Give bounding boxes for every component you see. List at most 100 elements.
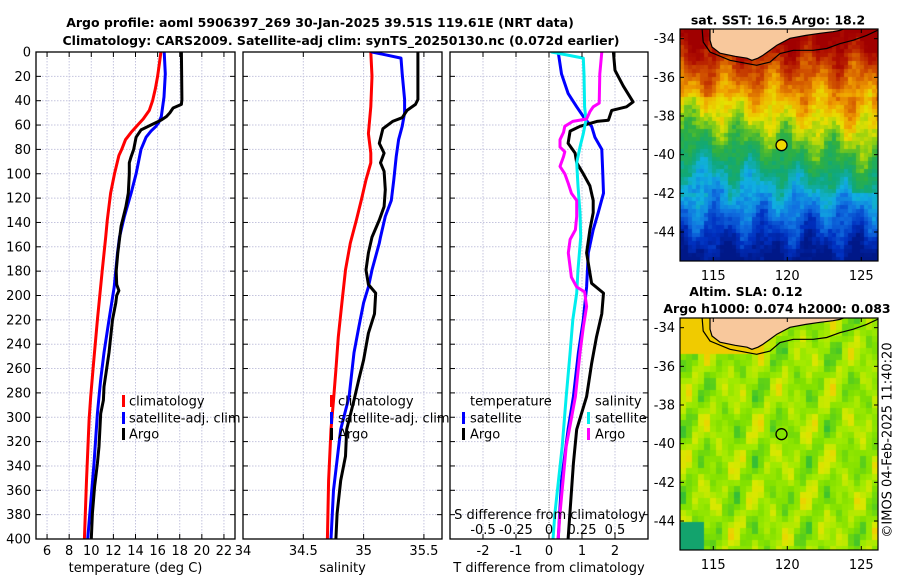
x-tick-label: 14	[127, 544, 144, 559]
map-lat-tick-label: -38	[654, 110, 675, 125]
legend-marker	[122, 395, 125, 407]
legend-label: climatology	[129, 395, 205, 410]
legend-label: satellite-adj. clim	[338, 412, 450, 427]
map-frame	[679, 317, 879, 551]
sla-map-title-line-2: Argo h1000: 0.074 h2000: 0.083	[663, 301, 890, 316]
x-tick-label: 35.5	[409, 544, 438, 559]
y-tick-label: 280	[6, 386, 31, 401]
x-tick-label: 0	[545, 544, 553, 559]
series-line-climatology	[82, 52, 163, 539]
sla-map-title-line-1: Altim. SLA: 0.12	[689, 284, 802, 299]
s-axis-tick-label: 0.5	[605, 523, 626, 538]
y-tick-label: 20	[14, 70, 31, 85]
y-tick-label: 80	[14, 143, 31, 158]
x-tick-label: 34	[235, 544, 252, 559]
x-tick-label: 10	[83, 544, 100, 559]
y-tick-label: 360	[6, 484, 31, 499]
sst-map: 115 120 125 -34 -36 -38 -40 -42 -44 sat. SST: 16.…	[654, 13, 879, 284]
legend-label-temperature-satellite: satellite	[470, 412, 522, 427]
map-lat-tick-label: -40	[654, 148, 675, 163]
legend-marker	[122, 428, 125, 440]
x-axis-label: temperature (deg C)	[69, 561, 203, 576]
y-tick-label: 40	[14, 94, 31, 109]
map-lat-tick-label: -38	[654, 399, 675, 414]
map-lon-tick-label: 120	[775, 558, 800, 573]
x-tick-label: -2	[477, 544, 490, 559]
y-tick-label: 260	[6, 362, 31, 377]
map-lat-tick-label: -42	[654, 187, 675, 202]
legend-difference: temperaturesatelliteArgosalinitysatellit…	[462, 395, 647, 443]
map-lon-tick-label: 115	[701, 558, 726, 573]
x-tick-label: 1	[578, 544, 586, 559]
series-line-temperature-argo	[566, 52, 635, 539]
x-tick-label: 8	[65, 544, 73, 559]
legend-label: Argo	[338, 428, 368, 443]
legend-item-satellite-adj-clim: satellite-adj. clim	[129, 412, 241, 427]
series-line-climatology	[325, 52, 374, 539]
x-tick-label: 35	[355, 544, 372, 559]
y-tick-label: 300	[6, 411, 31, 426]
legend-item-climatology: climatology	[129, 395, 205, 410]
legend-item-satellite-adj-clim: satellite-adj. clim	[338, 412, 450, 427]
map-content	[701, 29, 878, 152]
series-line-salinity-satellite	[550, 52, 588, 539]
isobath-contour	[701, 29, 878, 66]
sla-map: 115 120 125 -34 -36 -38 -40 -42 -44 Altim. SLA: 0…	[654, 284, 891, 573]
sst-map-title: sat. SST: 16.5 Argo: 18.2	[691, 13, 865, 28]
map-lon-tick-label: 115	[701, 269, 726, 284]
x-axis-label: T difference from climatology	[452, 561, 645, 576]
legend-marker	[587, 412, 590, 424]
x-tick-label: 18	[171, 544, 188, 559]
legend-marker	[122, 412, 125, 424]
legend-label: climatology	[338, 395, 414, 410]
legend-label-temperature-argo: Argo	[470, 428, 500, 443]
x-tick-label: -1	[510, 544, 523, 559]
argo-position-marker	[775, 428, 788, 441]
map-lat-tick-label: -34	[654, 321, 675, 336]
y-tick-label: 60	[14, 119, 31, 134]
y-tick-label: 160	[6, 240, 31, 255]
isobath-contour	[701, 318, 878, 355]
series-group	[550, 52, 635, 539]
legend-marker	[330, 395, 333, 407]
y-tick-label: 340	[6, 459, 31, 474]
s-axis-label: S difference from climatology	[454, 508, 646, 523]
map-content	[701, 318, 878, 441]
legend-header-salinity: salinity	[595, 395, 642, 410]
x-tick-label: 16	[149, 544, 166, 559]
map-lon-tick-label: 125	[849, 269, 874, 284]
y-tick-label: 380	[6, 508, 31, 523]
s-axis-tick-label: 0.25	[568, 523, 597, 538]
legend-label: Argo	[129, 428, 159, 443]
map-lon-tick-label: 120	[775, 269, 800, 284]
map-lat-tick-label: -42	[654, 476, 675, 491]
series-group	[82, 52, 184, 539]
profile-panel-salinity: 34 34.5 35 35.5 salinity climatology satellite…	[235, 51, 450, 576]
legend-label-salinity-argo: Argo	[595, 428, 625, 443]
legend-marker	[330, 412, 333, 424]
map-lat-tick-label: -40	[654, 437, 675, 452]
legend-label: satellite-adj. clim	[129, 412, 241, 427]
x-tick-label: 6	[43, 544, 51, 559]
x-tick-label: 20	[194, 544, 211, 559]
figure-title-line-1: Argo profile: aoml 5906397_269 30-Jan-20…	[66, 15, 574, 30]
x-tick-label: 34.5	[289, 544, 318, 559]
profile-panel-temperature: 6 8 10 12 14 16 18 20 22020406080100120140160180…	[6, 46, 240, 577]
series-line-temperature-satellite	[556, 52, 605, 539]
legend-marker	[462, 428, 465, 440]
x-tick-label: 22	[216, 544, 233, 559]
map-lat-tick-label: -44	[654, 226, 675, 241]
land-mass	[709, 318, 846, 350]
y-tick-label: 180	[6, 265, 31, 280]
y-tick-label: 400	[6, 533, 31, 548]
series-line-salinity-argo	[556, 52, 604, 539]
legend-marker	[462, 412, 465, 424]
s-axis-tick-label: 0	[545, 523, 553, 538]
legend-marker	[587, 428, 590, 440]
map-frame	[679, 28, 879, 262]
y-tick-label: 100	[6, 167, 31, 182]
legend-item-climatology: climatology	[338, 395, 414, 410]
